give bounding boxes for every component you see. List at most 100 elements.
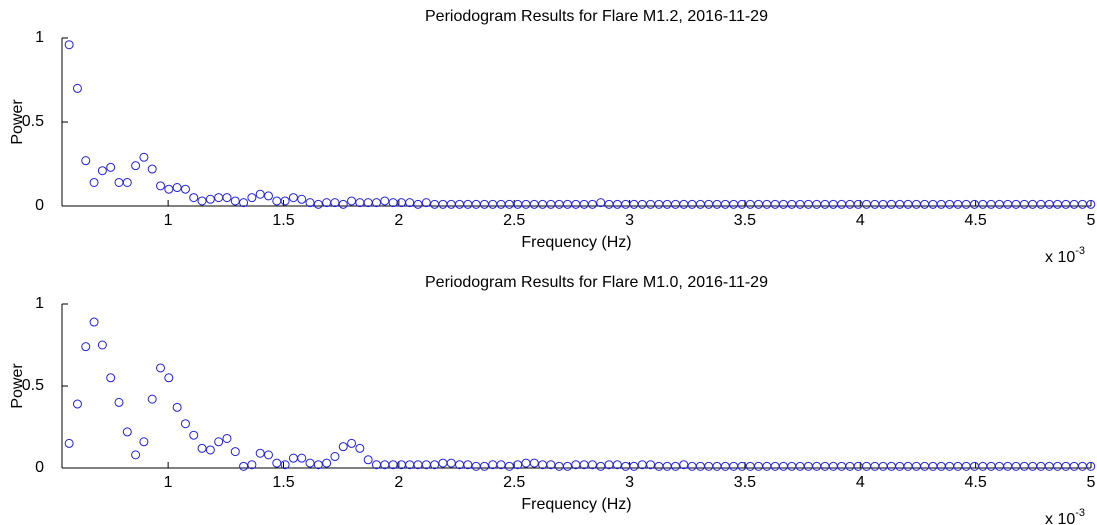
data-point (812, 199, 822, 209)
x-tick-label: 4 (856, 212, 865, 229)
data-point (180, 184, 190, 194)
data-point (172, 183, 182, 193)
data-point (1044, 199, 1054, 209)
data-point (388, 198, 398, 208)
data-point (604, 199, 614, 209)
data-point (695, 199, 705, 209)
data-point (870, 461, 880, 471)
x-tick-label: 2 (394, 474, 403, 491)
data-point (164, 373, 174, 383)
data-point (430, 199, 440, 209)
data-point (621, 461, 631, 471)
data-point (554, 199, 564, 209)
data-point (504, 461, 514, 471)
data-point (1069, 461, 1079, 471)
data-point (222, 433, 232, 443)
data-point (1044, 461, 1054, 471)
data-point (463, 199, 473, 209)
data-point (430, 460, 440, 470)
data-point (1053, 461, 1063, 471)
data-point (679, 199, 689, 209)
data-point (521, 199, 531, 209)
x-scale-label: x 10-3 (1045, 245, 1085, 266)
data-point (363, 198, 373, 208)
data-point (97, 340, 107, 350)
data-point (662, 199, 672, 209)
data-point (280, 196, 290, 206)
data-point (787, 461, 797, 471)
data-point (263, 191, 273, 201)
data-point (812, 461, 822, 471)
data-point (214, 437, 224, 447)
data-point (297, 453, 307, 463)
data-point (205, 445, 215, 455)
data-point (587, 460, 597, 470)
data-point (189, 193, 199, 203)
data-point (911, 461, 921, 471)
data-point (961, 199, 971, 209)
data-point (263, 450, 273, 460)
x-tick-label: 5 (1087, 474, 1096, 491)
data-point (712, 461, 722, 471)
data-point (729, 461, 739, 471)
data-point (986, 199, 996, 209)
data-point (1086, 461, 1096, 471)
data-point (762, 461, 772, 471)
x-tick-label: 1.5 (272, 474, 294, 491)
data-point (720, 461, 730, 471)
data-point (563, 199, 573, 209)
data-point (795, 461, 805, 471)
data-point (89, 177, 99, 187)
data-point (97, 166, 107, 176)
data-point (853, 461, 863, 471)
data-point (471, 199, 481, 209)
data-point (164, 184, 174, 194)
data-point (587, 199, 597, 209)
data-point (380, 196, 390, 206)
data-point (770, 199, 780, 209)
chart-title: Periodogram Results for Flare M1.0, 2016… (425, 274, 768, 291)
data-point (446, 199, 456, 209)
data-point (770, 461, 780, 471)
data-point (654, 461, 664, 471)
data-point (994, 199, 1004, 209)
data-point (911, 199, 921, 209)
data-point (670, 199, 680, 209)
data-point (895, 199, 905, 209)
data-point (554, 461, 564, 471)
data-point (488, 199, 498, 209)
data-point (886, 461, 896, 471)
data-point (878, 199, 888, 209)
data-point (546, 199, 556, 209)
data-point (1011, 461, 1021, 471)
data-point (363, 455, 373, 465)
data-point (64, 40, 74, 50)
data-point (230, 447, 240, 457)
y-tick-label: 0.5 (22, 113, 44, 130)
data-point (720, 199, 730, 209)
data-point (247, 460, 257, 470)
x-scale-base: x 10 (1045, 511, 1075, 525)
data-point (521, 458, 531, 468)
data-point (413, 199, 423, 209)
data-point (936, 461, 946, 471)
data-point (1053, 199, 1063, 209)
data-point (205, 194, 215, 204)
data-point (862, 199, 872, 209)
x-tick-label: 2.5 (503, 212, 525, 229)
data-point (687, 461, 697, 471)
data-point (330, 198, 340, 208)
data-point (156, 363, 166, 373)
data-point (828, 461, 838, 471)
data-point (704, 199, 714, 209)
data-point (230, 196, 240, 206)
data-point (745, 199, 755, 209)
data-point (1019, 199, 1029, 209)
data-point (629, 199, 639, 209)
data-point (1003, 199, 1013, 209)
data-point (1036, 199, 1046, 209)
data-point (446, 458, 456, 468)
data-point (1011, 199, 1021, 209)
data-point (787, 199, 797, 209)
data-point (147, 164, 157, 174)
